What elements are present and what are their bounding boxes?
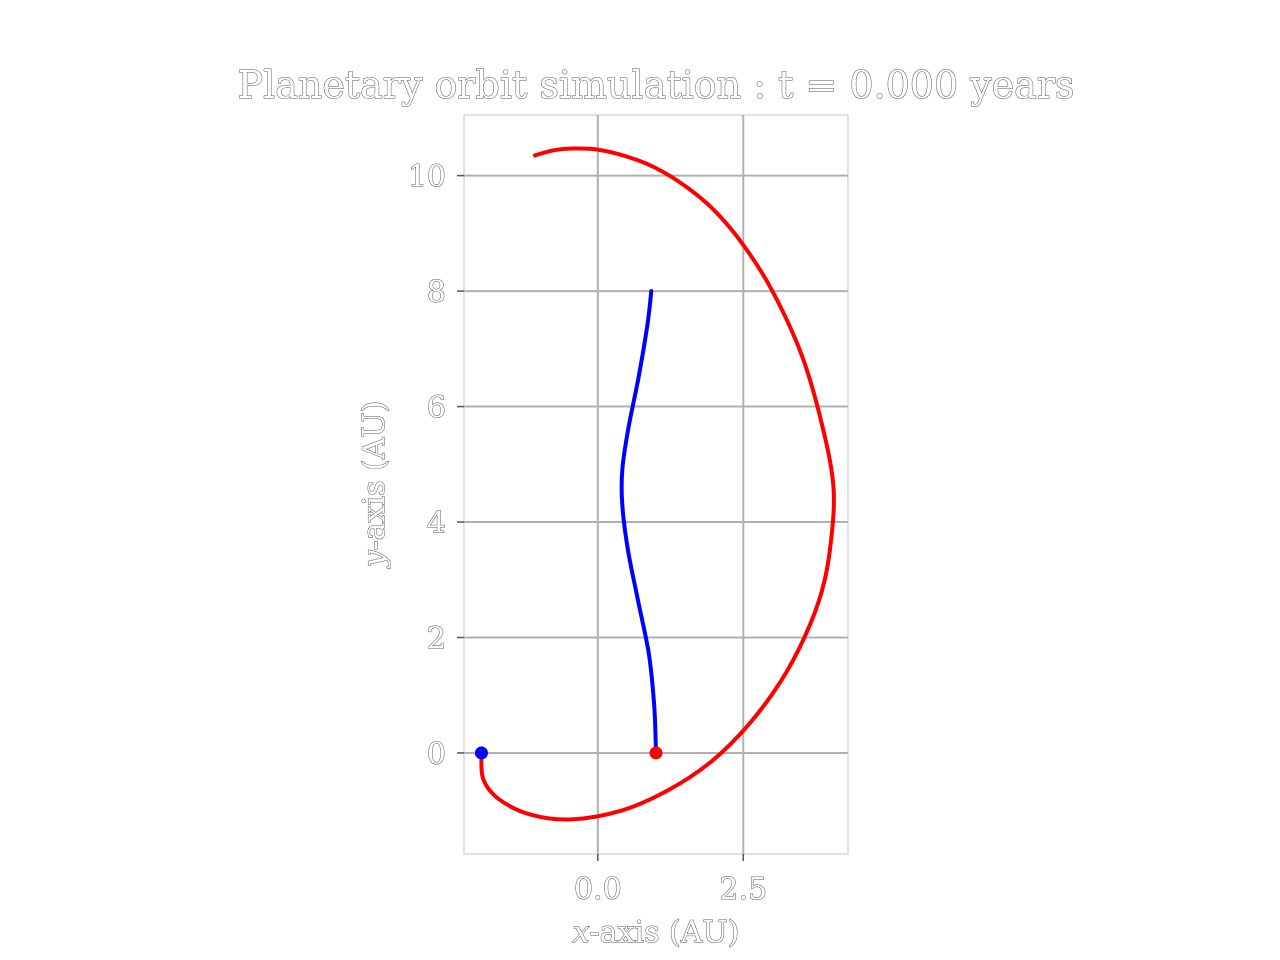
- x-tick-label: 2.5: [719, 872, 767, 907]
- x-axis-label: x-axis (AU): [573, 915, 740, 950]
- y-tick-label: 2: [427, 621, 446, 656]
- y-tick-label: 4: [427, 506, 446, 541]
- tick-marks: [457, 174, 745, 861]
- chart-title: Planetary orbit simulation : t = 0.000 y…: [238, 63, 1075, 107]
- orbit-series-2: [619, 289, 658, 755]
- y-tick-labels: 0 2 4 6 8 10: [407, 159, 446, 772]
- y-axis-label-rest: -axis (AU): [357, 401, 392, 551]
- x-axis-label-var: x: [573, 915, 590, 950]
- y-axis-label: y-axis (AU): [357, 401, 392, 570]
- orbit-series-1: [479, 146, 836, 822]
- series-group: [479, 146, 836, 822]
- body-marker-1: [474, 746, 488, 760]
- y-tick-label: 6: [427, 391, 446, 426]
- y-tick-label: 8: [427, 275, 446, 310]
- axes-frame: [463, 114, 849, 855]
- x-tick-labels: 0.0 2.5: [573, 872, 767, 908]
- x-axis-label-rest: -axis (AU): [590, 915, 740, 950]
- y-tick-label: 0: [427, 737, 446, 772]
- x-tick-label: 0.0: [574, 872, 622, 907]
- marker-group: [474, 746, 663, 760]
- y-tick-label: 10: [408, 160, 446, 195]
- plot-area: [457, 114, 849, 861]
- body-marker-2: [649, 746, 663, 760]
- y-axis-label-var: y: [357, 549, 392, 569]
